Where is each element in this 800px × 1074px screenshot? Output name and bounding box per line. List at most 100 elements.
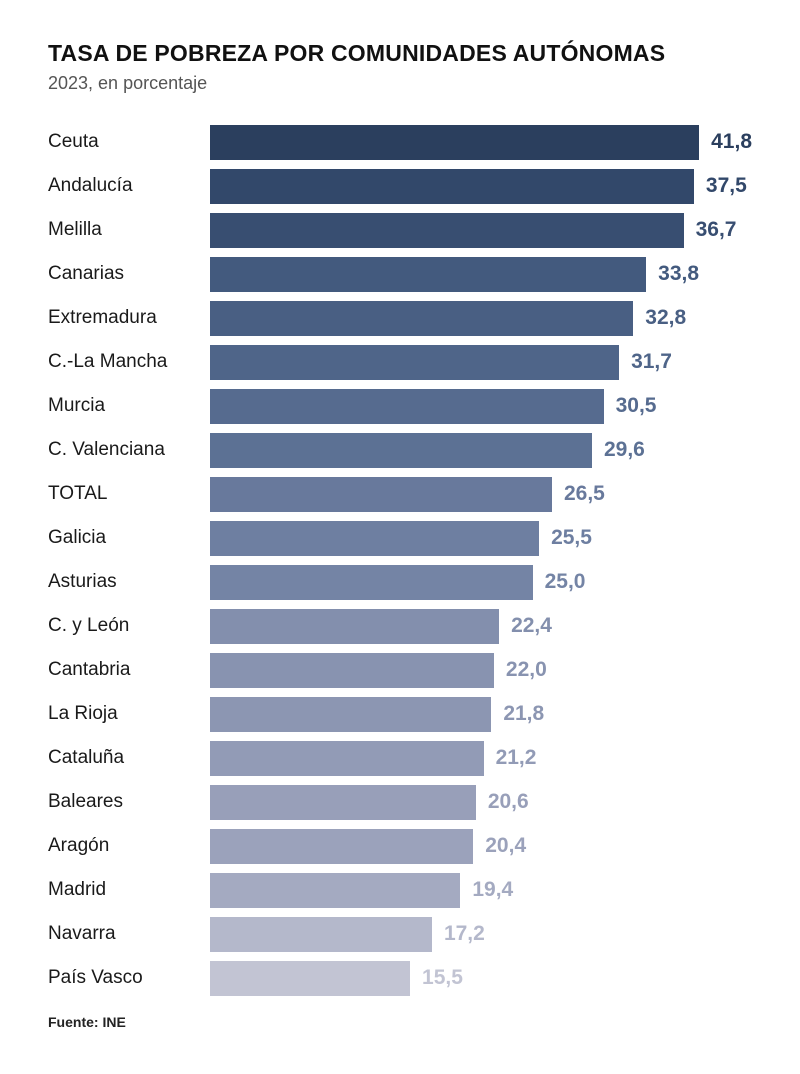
bar-value: 15,5 — [422, 966, 463, 990]
bar-value: 29,6 — [604, 438, 645, 462]
bar-label: Navarra — [48, 923, 210, 945]
bar-label: Canarias — [48, 263, 210, 285]
bar-fill — [210, 521, 539, 556]
bar-track: 17,2 — [210, 912, 752, 956]
bar-row: Cataluña 21,2 — [48, 736, 752, 780]
bar-track: 41,8 — [210, 120, 752, 164]
bar-fill — [210, 565, 533, 600]
bar-fill — [210, 917, 432, 952]
bar-track: 33,8 — [210, 252, 752, 296]
bar-row: TOTAL 26,5 — [48, 472, 752, 516]
bar-fill — [210, 741, 484, 776]
bar-row: Cantabria 22,0 — [48, 648, 752, 692]
bar-label: C. Valenciana — [48, 439, 210, 461]
bar-label: Madrid — [48, 879, 210, 901]
bar-label: La Rioja — [48, 703, 210, 725]
chart-title: TASA DE POBREZA POR COMUNIDADES AUTÓNOMA… — [48, 40, 752, 67]
bar-row: Canarias 33,8 — [48, 252, 752, 296]
bar-track: 29,6 — [210, 428, 752, 472]
bar-value: 21,8 — [503, 702, 544, 726]
chart-subtitle: 2023, en porcentaje — [48, 73, 752, 94]
bar-row: C.-La Mancha 31,7 — [48, 340, 752, 384]
bar-value: 36,7 — [696, 218, 737, 242]
bar-fill — [210, 697, 491, 732]
bar-fill — [210, 169, 694, 204]
bar-track: 22,0 — [210, 648, 752, 692]
bar-track: 36,7 — [210, 208, 752, 252]
bar-label: C. y León — [48, 615, 210, 637]
bar-fill — [210, 345, 619, 380]
bar-track: 22,4 — [210, 604, 752, 648]
bar-value: 31,7 — [631, 350, 672, 374]
bar-label: Baleares — [48, 791, 210, 813]
bar-row: Galicia 25,5 — [48, 516, 752, 560]
bar-value: 19,4 — [472, 878, 513, 902]
bar-value: 22,4 — [511, 614, 552, 638]
bar-track: 31,7 — [210, 340, 752, 384]
bar-row: C. Valenciana 29,6 — [48, 428, 752, 472]
bar-value: 21,2 — [496, 746, 537, 770]
bar-row: Navarra 17,2 — [48, 912, 752, 956]
bar-fill — [210, 389, 604, 424]
bar-label: Aragón — [48, 835, 210, 857]
bar-track: 26,5 — [210, 472, 752, 516]
bar-track: 20,6 — [210, 780, 752, 824]
bar-value: 20,4 — [485, 834, 526, 858]
bar-value: 17,2 — [444, 922, 485, 946]
bar-track: 21,8 — [210, 692, 752, 736]
bar-track: 30,5 — [210, 384, 752, 428]
bar-value: 26,5 — [564, 482, 605, 506]
bar-value: 32,8 — [645, 306, 686, 330]
bar-label: Murcia — [48, 395, 210, 417]
bar-row: Andalucía 37,5 — [48, 164, 752, 208]
bar-track: 25,5 — [210, 516, 752, 560]
bar-label: Galicia — [48, 527, 210, 549]
bar-row: País Vasco 15,5 — [48, 956, 752, 1000]
bar-track: 21,2 — [210, 736, 752, 780]
bar-row: C. y León 22,4 — [48, 604, 752, 648]
bar-fill — [210, 477, 552, 512]
bar-label: Cataluña — [48, 747, 210, 769]
bar-row: Melilla 36,7 — [48, 208, 752, 252]
bar-track: 37,5 — [210, 164, 752, 208]
bar-track: 20,4 — [210, 824, 752, 868]
bar-value: 30,5 — [616, 394, 657, 418]
bar-row: Asturias 25,0 — [48, 560, 752, 604]
bar-row: Madrid 19,4 — [48, 868, 752, 912]
bar-track: 19,4 — [210, 868, 752, 912]
bar-value: 37,5 — [706, 174, 747, 198]
bar-label: Melilla — [48, 219, 210, 241]
bar-label: País Vasco — [48, 967, 210, 989]
bar-fill — [210, 125, 699, 160]
bar-track: 32,8 — [210, 296, 752, 340]
bar-row: Murcia 30,5 — [48, 384, 752, 428]
bar-label: Cantabria — [48, 659, 210, 681]
bar-label: Andalucía — [48, 175, 210, 197]
bar-row: La Rioja 21,8 — [48, 692, 752, 736]
bar-label: Extremadura — [48, 307, 210, 329]
bar-fill — [210, 873, 460, 908]
bar-fill — [210, 609, 499, 644]
bar-value: 22,0 — [506, 658, 547, 682]
bar-value: 25,0 — [545, 570, 586, 594]
bar-chart: Ceuta41,8Andalucía37,5Melilla36,7Canaria… — [48, 120, 752, 1000]
bar-track: 15,5 — [210, 956, 752, 1000]
bar-row: Aragón 20,4 — [48, 824, 752, 868]
bar-fill — [210, 301, 633, 336]
bar-value: 33,8 — [658, 262, 699, 286]
bar-fill — [210, 961, 410, 996]
bar-row: Extremadura 32,8 — [48, 296, 752, 340]
bar-fill — [210, 213, 684, 248]
bar-fill — [210, 785, 476, 820]
bar-label: TOTAL — [48, 483, 210, 505]
bar-value: 25,5 — [551, 526, 592, 550]
bar-fill — [210, 257, 646, 292]
bar-label: Ceuta — [48, 131, 210, 153]
bar-label: Asturias — [48, 571, 210, 593]
bar-fill — [210, 653, 494, 688]
bar-row: Baleares20,6 — [48, 780, 752, 824]
bar-fill — [210, 433, 592, 468]
bar-label: C.-La Mancha — [48, 351, 210, 373]
bar-row: Ceuta41,8 — [48, 120, 752, 164]
chart-source: Fuente: INE — [48, 1014, 752, 1030]
